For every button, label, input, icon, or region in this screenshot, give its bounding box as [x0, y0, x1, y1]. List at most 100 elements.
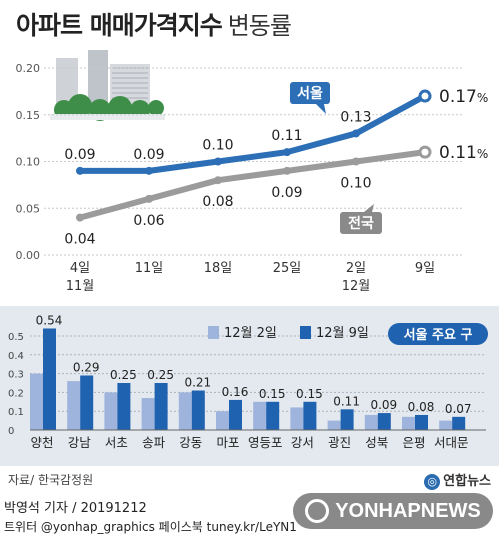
bar-prev [290, 407, 304, 430]
y-tick-label: 0.4 [8, 351, 24, 362]
bar-prev [30, 373, 43, 430]
source-note: 자료/ 한국감정원 [8, 473, 94, 487]
category-label: 마포 [216, 435, 239, 450]
bar-prev [439, 420, 453, 430]
y-tick-label: 0.10 [16, 156, 41, 169]
seoul-value-label: 0.11 [271, 128, 302, 144]
category-label: 광진 [328, 435, 351, 450]
seoul-series-label: 서울 [297, 85, 323, 102]
legend-swatch-prev [208, 326, 219, 339]
national-line [79, 149, 426, 221]
bar-prev [67, 381, 81, 430]
bar-value-label: 0.07 [445, 402, 472, 416]
line-chart: 0.00 0.05 0.10 0.15 0.20 4일 11월 11일 18일 25일 2일 12월 9… [16, 50, 488, 294]
x-tick-label: 12월 [342, 279, 371, 294]
category-label: 성북 [365, 435, 388, 450]
national-value-label: 0.11% [439, 143, 488, 163]
y-tick-label: 0.5 [8, 332, 24, 343]
x-tick-label: 11일 [135, 261, 164, 276]
ground [50, 114, 165, 120]
tree-icon [68, 94, 92, 118]
seoul-point [418, 89, 432, 103]
national-callout-pointer [364, 204, 374, 212]
bar-chart: 0 0.1 0.2 0.3 0.4 0.5 0.54 양천 0.29 강남 0.25 서초 0.25 송파… [0, 306, 499, 466]
credit-line: 박영석 기자 / 20191212 [4, 501, 147, 516]
national-value-label: 0.06 [133, 213, 164, 229]
apartment-building [88, 50, 108, 106]
national-value-label: 0.08 [202, 194, 233, 210]
page-subtitle: 변동률 [227, 12, 292, 40]
x-tick-label: 4일 [70, 261, 90, 276]
category-label: 강동 [179, 435, 202, 450]
bar-curr [191, 390, 205, 430]
bar-value-label: 0.08 [408, 400, 435, 414]
bar-value-label: 0.29 [73, 360, 100, 374]
y-tick-label: 0.20 [16, 62, 41, 75]
seoul-point [76, 166, 84, 175]
bar-prev [364, 414, 378, 430]
x-tick-label: 18일 [204, 261, 233, 276]
watermark-ring-icon [305, 499, 330, 523]
national-value-label: 0.10 [340, 176, 371, 192]
y-tick-label: 0 [8, 426, 14, 437]
y-tick-label: 0.1 [8, 407, 24, 418]
page-title: 아파트 매매가격지수 [16, 11, 223, 40]
apartment-building [56, 58, 78, 104]
category-label: 송파 [142, 435, 166, 450]
y-tick-label: 0.15 [16, 109, 41, 122]
seoul-point [214, 157, 222, 166]
national-point [418, 145, 432, 159]
bar-curr [303, 401, 317, 430]
seoul-value-label: 0.10 [202, 138, 233, 154]
x-tick-label: 9일 [415, 261, 435, 276]
chart-title: 서울 주요 구 [404, 327, 473, 343]
seoul-point [352, 129, 360, 138]
bar-value-label: 0.11 [333, 394, 360, 408]
seoul-value-label: 0.17% [439, 87, 488, 107]
seoul-callout-pointer [316, 104, 326, 114]
bar-value-label: 0.54 [36, 313, 63, 327]
category-label: 서초 [105, 435, 128, 450]
tree-icon [148, 100, 164, 116]
bar-curr [117, 383, 131, 430]
national-point [214, 176, 222, 185]
national-value-label: 0.09 [271, 185, 302, 201]
national-point [283, 166, 291, 175]
bar-prev [402, 416, 415, 430]
national-point [145, 194, 153, 203]
watermark-text: YONHAPNEWS [335, 499, 481, 522]
legend-swatch-curr [300, 326, 311, 339]
national-value-label: 0.04 [64, 232, 95, 248]
bar-curr [377, 413, 391, 430]
national-point [352, 157, 360, 166]
bar-curr [43, 328, 56, 430]
bar-value-label: 0.15 [259, 387, 286, 401]
social-line: 트위터 @yonhap_graphics 페이스북 tuney.kr/LeYN1 [4, 520, 297, 534]
x-tick-label: 25일 [273, 261, 302, 276]
bar-prev [216, 411, 229, 430]
title-row: 아파트 매매가격지수 변동률 [16, 6, 292, 46]
bar-curr [154, 383, 168, 430]
bar-prev [253, 401, 267, 430]
bar-prev [141, 398, 155, 430]
unit-suffix: % [477, 91, 488, 105]
seoul-point [145, 166, 153, 175]
yonhap-logo: ◎ 연합뉴스 [424, 470, 491, 490]
national-callout-box [340, 212, 382, 234]
category-label: 강서 [291, 435, 314, 450]
bar-prev [104, 392, 118, 430]
category-label: 영등포 [248, 435, 283, 450]
yonhap-icon: ◎ [424, 474, 441, 490]
bar-curr [80, 375, 94, 430]
bar-curr [266, 401, 280, 430]
category-label: 강남 [68, 435, 92, 450]
bar-value-label: 0.16 [222, 385, 249, 399]
category-label: 양천 [30, 435, 53, 450]
bar-curr [340, 409, 354, 430]
national-point [76, 213, 84, 222]
legend-label-curr: 12월 9일 [316, 326, 369, 341]
bar-prev [327, 420, 341, 430]
chart-title-badge [388, 323, 488, 345]
bar-value-label: 0.15 [296, 387, 323, 401]
